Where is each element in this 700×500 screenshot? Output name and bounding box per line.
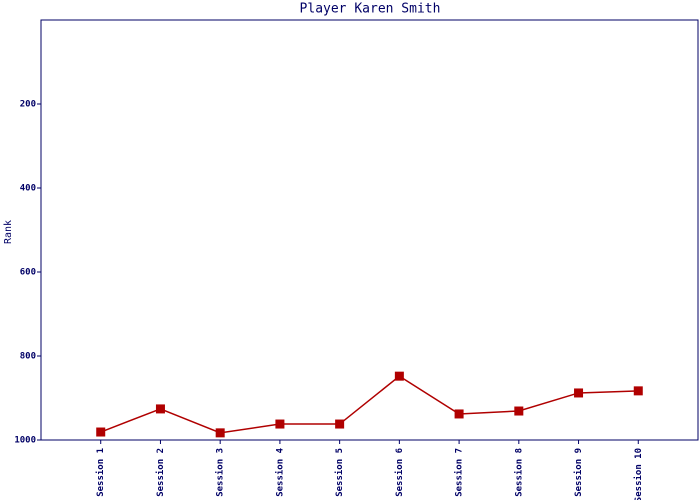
x-tick-label: Session 4 — [274, 447, 285, 496]
point-marker — [96, 427, 106, 437]
point-marker — [155, 404, 165, 414]
point-marker — [215, 428, 225, 438]
plot-area — [40, 19, 699, 441]
x-tick-label: Session 10 — [633, 448, 644, 500]
point-marker — [335, 419, 345, 429]
x-tick-label: Session 6 — [394, 448, 405, 497]
x-tick-label: Session 5 — [334, 448, 345, 497]
chart-title: Player Karen Smith — [300, 2, 441, 17]
x-tick-label: Session 7 — [454, 448, 465, 497]
y-tick-label: 600 — [20, 268, 36, 278]
point-marker — [275, 419, 285, 429]
x-tick-label: Session 2 — [155, 448, 166, 497]
x-tick-label: Session 8 — [513, 448, 524, 497]
y-tick-label: 200 — [20, 100, 36, 110]
point-marker — [574, 388, 584, 398]
point-marker — [454, 409, 464, 419]
y-tick-label: 800 — [20, 352, 36, 362]
point-marker — [394, 371, 404, 381]
point-marker — [514, 406, 524, 416]
point-marker — [633, 386, 643, 396]
series-line — [100, 375, 639, 434]
x-tick-label: Session 9 — [573, 448, 584, 497]
y-tick-label: 400 — [20, 184, 36, 194]
x-tick-label: Session 3 — [215, 448, 226, 497]
x-tick-label: Session 1 — [95, 448, 106, 497]
y-axis-label: Rank — [3, 220, 14, 244]
y-tick-label: 1000 — [14, 436, 36, 446]
